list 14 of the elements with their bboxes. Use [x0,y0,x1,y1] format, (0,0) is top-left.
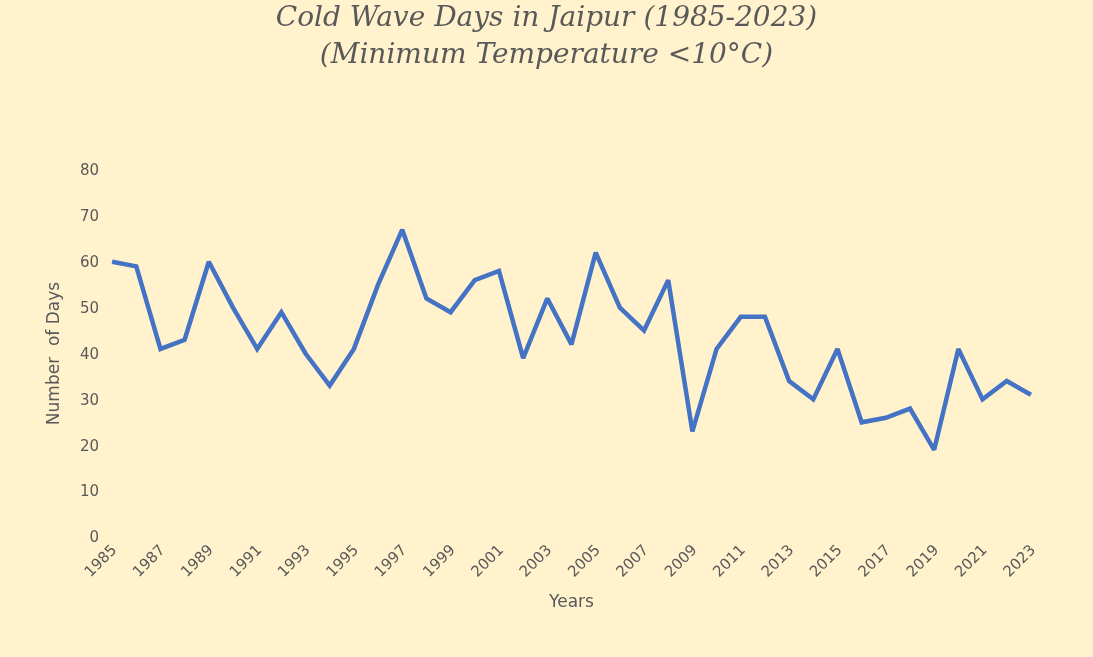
y-axis-title: Number of Days [43,281,64,426]
y-tick-label: 80 [79,161,99,180]
y-tick-label: 40 [79,344,99,363]
y-tick-label: 60 [79,253,99,271]
chart-title: Cold Wave Days in Jaipur (1985-2023) [275,0,818,34]
y-tick-label: 30 [79,390,99,409]
line-series [109,227,1034,453]
y-tick-label: 70 [79,207,99,226]
y-tick-label: 10 [79,482,99,501]
y-tick-label: 20 [79,436,99,455]
x-axis-title: Years [548,591,595,612]
chart-subtitle: (Minimum Temperature <10°C) [319,36,774,70]
y-tick-label: 0 [89,528,99,547]
y-tick-label: 50 [79,298,99,317]
